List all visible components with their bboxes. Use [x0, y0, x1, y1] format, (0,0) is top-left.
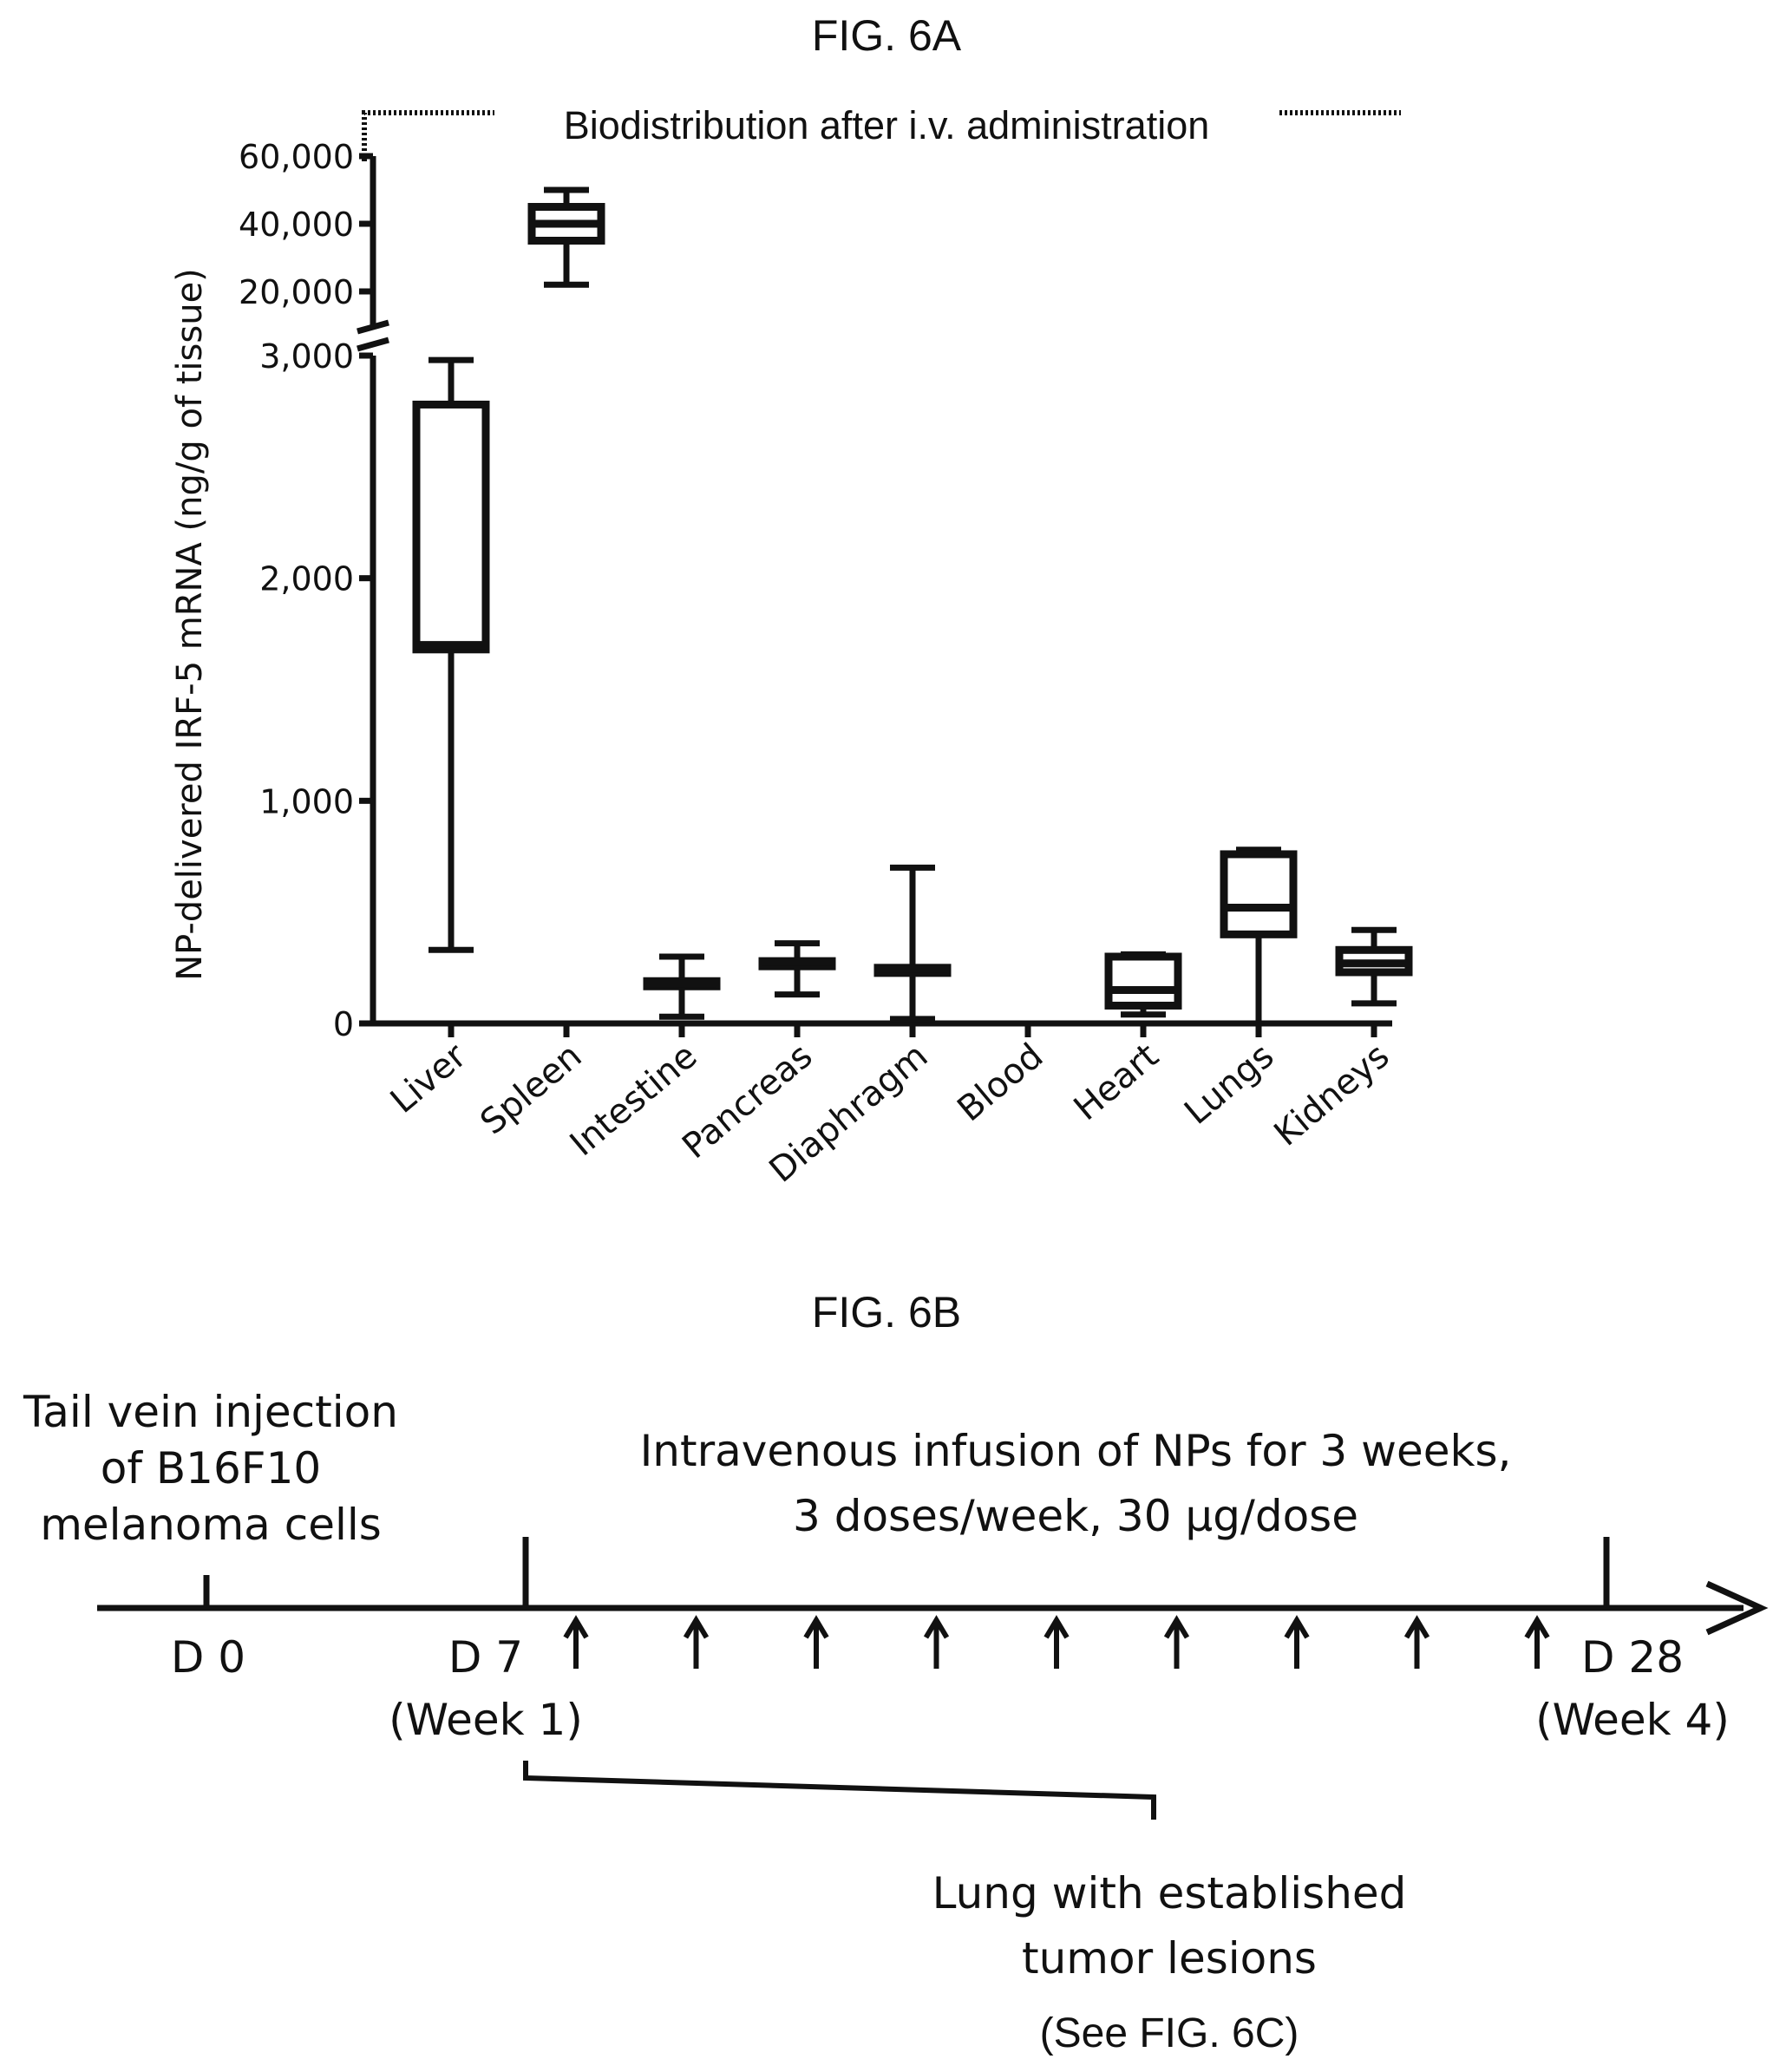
dose-arrow: [1163, 1615, 1190, 1669]
box-lungs: [1220, 846, 1298, 1027]
dose-arrow: [1284, 1615, 1310, 1669]
box-plot-chart: Biodistribution after i.v. administratio…: [170, 103, 1413, 1191]
y-tick-label: 40,000: [239, 206, 354, 244]
box-pancreas: [758, 940, 836, 998]
box-iqr: [1220, 850, 1298, 938]
dose-arrow: [563, 1615, 589, 1669]
note-line-2: tumor lesions: [1022, 1933, 1317, 1984]
lung-connector: [523, 1761, 1156, 1820]
dose-arrow: [1403, 1615, 1430, 1669]
box-liver: [412, 356, 490, 953]
dose-arrow: [1524, 1615, 1550, 1669]
boxes: [412, 186, 1413, 1027]
y-tick-label: 20,000: [239, 273, 354, 311]
fig-6a-label: FIG. 6A: [812, 11, 962, 60]
note-line-1: Lung with established: [932, 1868, 1407, 1918]
box-kidneys: [1335, 926, 1413, 1007]
day7-label: D 7: [448, 1632, 523, 1683]
y-axis-label: NP-delivered IRF-5 mRNA (ng/g of tissue): [170, 268, 210, 981]
axis-break-mark: [357, 319, 389, 352]
dose-arrow: [683, 1615, 710, 1669]
box-diaphragm: [873, 864, 952, 1023]
chart-title: Biodistribution after i.v. administratio…: [564, 103, 1210, 147]
treatment-line-1: Intravenous infusion of NPs for 3 weeks,: [640, 1426, 1512, 1476]
day28-label: D 28: [1581, 1632, 1684, 1683]
timeline-arrowhead: [1705, 1580, 1769, 1636]
start-event-line-1: Tail vein injection: [23, 1387, 398, 1437]
dose-arrows: [563, 1615, 1550, 1669]
dose-arrow: [803, 1615, 829, 1669]
x-tick-label: Kidneys: [1266, 1036, 1397, 1154]
x-tick-label: Lungs: [1177, 1036, 1281, 1132]
y-tick-label: 60,000: [239, 138, 354, 176]
box-iqr: [1104, 952, 1182, 1010]
see-fig-6c: (See FIG. 6C): [1040, 2010, 1299, 2056]
dose-arrow: [1044, 1615, 1070, 1669]
y-tick-label: 0: [333, 1005, 354, 1043]
y-ticks: 0 1,000 2,000 3,000 20,000 40,000 60,000: [239, 138, 373, 1043]
start-event-line-3: melanoma cells: [40, 1500, 382, 1550]
week1-label: (Week 1): [389, 1695, 583, 1745]
start-event-line-2: of B16F10: [101, 1443, 321, 1494]
fig-6b-label: FIG. 6B: [812, 1288, 961, 1337]
y-tick-label: 3,000: [259, 337, 354, 376]
day0-label: D 0: [171, 1632, 245, 1683]
timeline-diagram: Tail vein injection of B16F10 melanoma c…: [23, 1387, 1769, 2056]
box-spleen: [527, 186, 605, 288]
y-tick-label: 2,000: [259, 560, 354, 598]
x-tick-label: Blood: [950, 1036, 1050, 1129]
dose-arrow: [923, 1615, 950, 1669]
box-iqr: [412, 400, 490, 654]
x-tick-label: Heart: [1067, 1036, 1167, 1128]
y-tick-label: 1,000: [259, 782, 354, 820]
x-tick-label: Liver: [383, 1036, 474, 1121]
week4-label: (Week 4): [1535, 1695, 1730, 1745]
box-intestine: [643, 953, 721, 1020]
title-bracket-left: [362, 110, 494, 161]
box-heart: [1104, 951, 1182, 1018]
treatment-line-2: 3 doses/week, 30 μg/dose: [793, 1491, 1358, 1541]
